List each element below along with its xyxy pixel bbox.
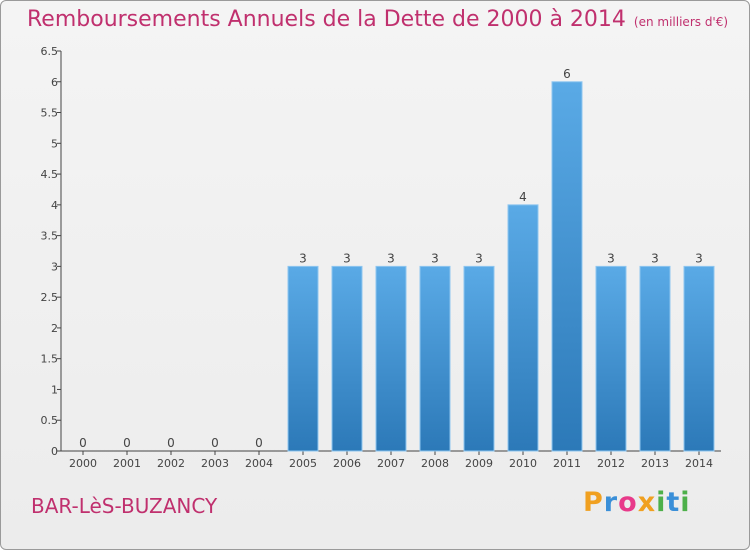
- bar-2014: [683, 265, 715, 452]
- x-tick-label: 2004: [245, 457, 273, 470]
- data-label: 0: [79, 436, 87, 450]
- logo-letter: i: [656, 487, 667, 518]
- x-tick-label: 2014: [685, 457, 713, 470]
- y-tick-label: 1: [51, 383, 58, 396]
- y-tick-label: 5.5: [41, 107, 59, 120]
- bar-2011: [551, 81, 583, 452]
- bar-2007: [375, 265, 407, 452]
- x-tick-label: 2009: [465, 457, 493, 470]
- y-tick-label: 1.5: [41, 353, 59, 366]
- x-tick-label: 2013: [641, 457, 669, 470]
- y-tick-label: 2.5: [41, 291, 59, 304]
- x-tick-label: 2000: [69, 457, 97, 470]
- data-labels: 0 0 0 0 0 3 3 3 3 3 4 6 3 3 3: [79, 67, 703, 450]
- city-name: BAR-LèS-BUZANCY: [31, 494, 218, 518]
- bar-2013: [639, 265, 671, 452]
- x-tick-label: 2001: [113, 457, 141, 470]
- x-tick-label: 2011: [553, 457, 581, 470]
- y-tick-label: 4.5: [41, 168, 59, 181]
- data-label: 0: [255, 436, 263, 450]
- x-tick-label: 2005: [289, 457, 317, 470]
- data-label: 3: [607, 251, 615, 265]
- data-label: 3: [475, 251, 483, 265]
- data-label: 3: [695, 251, 703, 265]
- x-tick-label: 2008: [421, 457, 449, 470]
- data-label: 6: [563, 67, 571, 81]
- data-label: 3: [387, 251, 395, 265]
- logo-letter: i: [680, 487, 691, 518]
- bar-2009: [463, 265, 495, 452]
- data-label: 3: [299, 251, 307, 265]
- y-tick-label: 4: [51, 199, 58, 212]
- x-tick-label: 2003: [201, 457, 229, 470]
- data-label: 0: [167, 436, 175, 450]
- logo-letter: r: [603, 487, 619, 518]
- data-label: 3: [651, 251, 659, 265]
- data-label: 0: [211, 436, 219, 450]
- y-tick-label: 5: [51, 137, 58, 150]
- y-tick-label: 3: [51, 260, 58, 273]
- logo-letter: P: [583, 487, 604, 518]
- bar-2006: [331, 265, 363, 452]
- x-tick-label: 2006: [333, 457, 361, 470]
- y-tick-label: 0: [51, 445, 58, 458]
- x-tick-label: 2010: [509, 457, 537, 470]
- y-tick-label: 2: [51, 322, 58, 335]
- logo-letter: o: [618, 487, 638, 518]
- data-label: 3: [343, 251, 351, 265]
- y-tick-label: 3.5: [41, 230, 59, 243]
- bar-2010: [507, 204, 539, 452]
- bar-2005: [287, 265, 319, 452]
- proxiti-logo: Proxiti: [583, 487, 691, 518]
- chart-unit-note: (en milliers d'€): [633, 15, 729, 29]
- y-tick-label: 6.5: [41, 45, 59, 58]
- bar-2008: [419, 265, 451, 452]
- logo-letter: t: [666, 487, 681, 518]
- data-label: 3: [431, 251, 439, 265]
- data-label: 4: [519, 190, 527, 204]
- x-tick-label: 2007: [377, 457, 405, 470]
- x-axis: 2000 2001 2002 2003 2004 2005 2006 2007 2008 2009…: [61, 450, 721, 470]
- y-tick-label: 6: [51, 76, 58, 89]
- logo-letter: x: [637, 487, 657, 518]
- y-axis: 0 0.5 1 1.5 2 2.5 3 3.5 4 4.5 5 5.5 6 6.5: [41, 45, 62, 458]
- chart-title: Remboursements Annuels de la Dette de 20…: [27, 7, 728, 32]
- y-tick-label: 0.5: [41, 414, 59, 427]
- x-tick-label: 2012: [597, 457, 625, 470]
- chart-title-text: Remboursements Annuels de la Dette de 20…: [27, 7, 626, 32]
- data-label: 0: [123, 436, 131, 450]
- bar-2012: [595, 265, 627, 452]
- x-tick-label: 2002: [157, 457, 185, 470]
- bar-series: [287, 81, 715, 452]
